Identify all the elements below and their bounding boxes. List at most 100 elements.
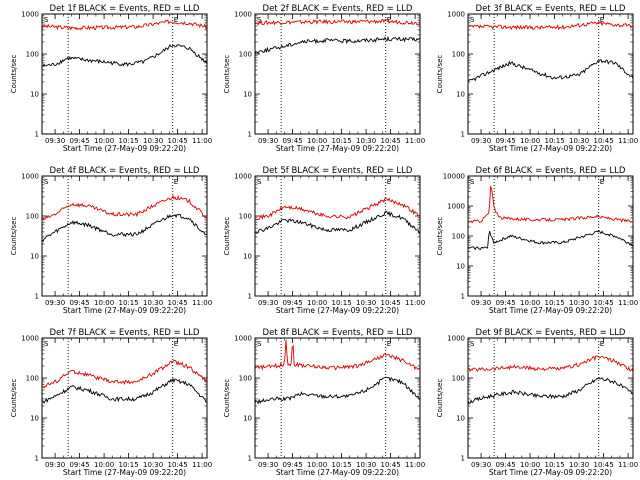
series-group (255, 197, 420, 234)
series-group (255, 339, 420, 405)
series-group (468, 355, 633, 405)
y-tick-label: 100 (239, 51, 252, 59)
x-tick-label: 09:45 (69, 299, 89, 307)
y-tick-label: 10 (30, 415, 39, 423)
black-series-line (468, 59, 633, 82)
y-tick-label: 1 (248, 455, 252, 463)
x-tick-label: 09:45 (495, 137, 515, 145)
x-tick-label: 10:45 (168, 461, 188, 469)
black-series-line (255, 210, 420, 234)
chart-title: Det 5f BLACK = Events, RED = LLD (263, 166, 413, 176)
end-marker-label: E (174, 178, 178, 186)
end-marker-label: E (387, 178, 391, 186)
y-tick-label: 10 (243, 415, 252, 423)
start-marker-label: S (257, 16, 262, 24)
start-marker-label: S (470, 178, 475, 186)
y-axis-label: Counts/sec (436, 379, 444, 418)
x-tick-label: 09:30 (471, 137, 491, 145)
black-series-line (255, 35, 420, 54)
chart-panel-2: Det 2f BLACK = Events, RED = LLD 1 10 100 10… (223, 4, 425, 153)
x-axis-label: Start Time (27-May-09 09:22:20) (489, 144, 612, 153)
x-tick-label: 09:45 (495, 299, 515, 307)
y-tick-label: 1000 (234, 11, 252, 19)
x-tick-label: 10:45 (381, 461, 401, 469)
y-tick-label: 1000 (21, 11, 39, 19)
x-tick-label: 10:00 (520, 461, 540, 469)
x-tick-label: 10:30 (143, 299, 163, 307)
end-marker-label: E (174, 340, 178, 348)
red-series-line (255, 18, 420, 26)
start-marker-label: S (257, 178, 262, 186)
x-tick-label: 09:30 (45, 299, 65, 307)
y-tick-label: 100 (452, 375, 465, 383)
chart-panel-7: Det 7f BLACK = Events, RED = LLD 1 10 100 10… (10, 328, 212, 477)
x-axis-label: Start Time (27-May-09 09:22:20) (63, 468, 186, 477)
start-marker-label: S (44, 340, 49, 348)
chart-panel-5: Det 5f BLACK = Events, RED = LLD 1 10 100 10… (223, 166, 425, 315)
x-tick-label: 10:00 (94, 461, 114, 469)
x-tick-label: 09:30 (45, 137, 65, 145)
x-tick-label: 11:00 (405, 299, 425, 307)
red-series-line (468, 355, 633, 373)
x-tick-label: 09:45 (282, 137, 302, 145)
x-tick-label: 09:45 (69, 137, 89, 145)
y-axis-label: Counts/sec (223, 379, 231, 418)
x-tick-label: 10:15 (118, 137, 138, 145)
chart-panel-4: Det 4f BLACK = Events, RED = LLD 1 10 100 10… (10, 166, 212, 315)
chart-title: Det 6f BLACK = Events, RED = LLD (476, 166, 626, 176)
y-axis-label: Counts/sec (436, 55, 444, 94)
y-tick-label: 10 (243, 91, 252, 99)
y-tick-label: 1 (35, 293, 39, 301)
y-tick-label: 1000 (21, 173, 39, 181)
red-series-line (468, 186, 633, 224)
x-tick-label: 10:00 (307, 299, 327, 307)
y-tick-label: 1000 (447, 11, 465, 19)
x-tick-label: 11:00 (192, 137, 212, 145)
y-tick-label: 10 (456, 91, 465, 99)
y-tick-label: 1 (35, 455, 39, 463)
y-axis-label: Counts/sec (223, 217, 231, 256)
x-axis-label: Start Time (27-May-09 09:22:20) (63, 144, 186, 153)
x-tick-label: 10:00 (307, 461, 327, 469)
plot-frame (254, 13, 421, 135)
start-marker-label: S (44, 178, 49, 186)
x-tick-label: 10:45 (594, 299, 614, 307)
chart-panel-6: Det 6f BLACK = Events, RED = LLD 1 10 100 10… (436, 166, 638, 315)
plot-frame (41, 337, 208, 459)
end-marker-label: E (174, 16, 178, 24)
y-axis-label: Counts/sec (10, 379, 18, 418)
x-tick-label: 09:45 (282, 461, 302, 469)
x-tick-label: 10:15 (118, 299, 138, 307)
x-tick-label: 10:45 (594, 461, 614, 469)
y-tick-label: 1 (248, 293, 252, 301)
chart-panel-8: Det 8f BLACK = Events, RED = LLD 1 10 100 10… (223, 328, 425, 477)
red-series-line (255, 339, 420, 371)
x-axis-label: Start Time (27-May-09 09:22:20) (276, 468, 399, 477)
x-tick-label: 10:15 (544, 137, 564, 145)
x-tick-label: 10:45 (168, 137, 188, 145)
x-tick-label: 10:30 (356, 461, 376, 469)
black-series-line (42, 43, 207, 67)
series-group (255, 18, 420, 54)
y-tick-label: 1000 (21, 335, 39, 343)
x-tick-label: 11:00 (192, 461, 212, 469)
x-tick-label: 11:00 (405, 461, 425, 469)
y-axis-label: Counts/sec (10, 55, 18, 94)
plot-frame (467, 337, 634, 459)
x-tick-label: 10:15 (331, 299, 351, 307)
chart-title: Det 2f BLACK = Events, RED = LLD (263, 4, 413, 14)
x-tick-label: 10:45 (381, 137, 401, 145)
x-tick-label: 10:15 (544, 461, 564, 469)
y-tick-label: 1000 (234, 173, 252, 181)
x-tick-label: 09:30 (45, 461, 65, 469)
x-tick-label: 10:30 (143, 461, 163, 469)
y-tick-label: 1 (461, 293, 465, 301)
x-tick-label: 11:00 (405, 137, 425, 145)
x-tick-label: 10:00 (94, 137, 114, 145)
y-tick-label: 1000 (447, 203, 465, 211)
x-tick-label: 09:45 (495, 461, 515, 469)
black-series-line (255, 376, 420, 405)
chart-title: Det 1f BLACK = Events, RED = LLD (50, 4, 200, 14)
y-tick-label: 1 (248, 131, 252, 139)
start-marker-label: S (257, 340, 262, 348)
